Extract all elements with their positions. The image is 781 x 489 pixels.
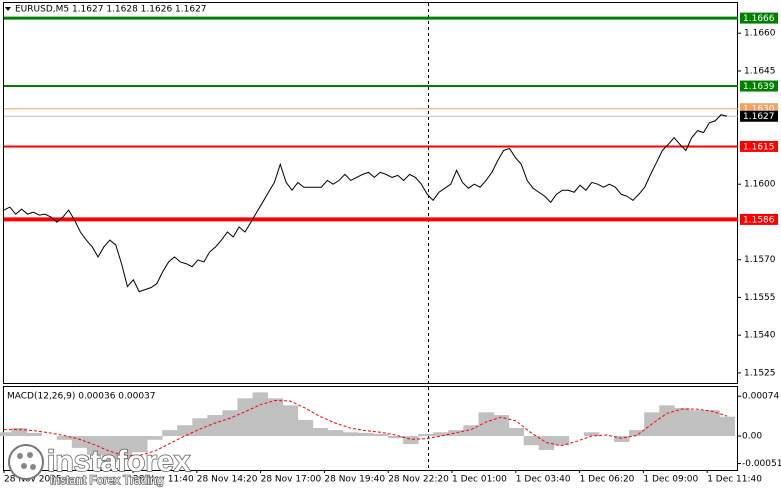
logo-dot — [17, 453, 23, 459]
logo-name: instaforex — [47, 445, 191, 478]
macd-bar — [207, 415, 223, 437]
macd-bar — [297, 419, 314, 437]
macd-bar — [388, 436, 404, 439]
level-label: 1.1639 — [743, 82, 775, 92]
macd-bar — [267, 398, 284, 437]
y2-tick-label: 0.00 — [742, 432, 762, 442]
level-label: 1.1615 — [743, 142, 775, 152]
level-label: 1.1627 — [743, 112, 775, 122]
x-tick-label: 1 Dec 09:00 — [643, 475, 698, 485]
macd-bar — [373, 433, 389, 437]
macd-bar — [282, 405, 299, 437]
macd-bar — [403, 436, 419, 445]
macd-bar — [448, 430, 464, 437]
macd-bar — [433, 432, 449, 437]
macd-bar — [312, 427, 329, 437]
y-tick-label: 1.1555 — [744, 293, 776, 303]
macd-bar — [132, 436, 148, 453]
x-tick-label: 28 Nov 22:20 — [388, 475, 449, 485]
level-label-box — [740, 103, 778, 115]
macd-bar — [357, 432, 374, 437]
x-tick-label: 28 Nov 17:00 — [261, 475, 322, 485]
x-tick-label: 1 Dec 01:00 — [452, 475, 507, 485]
macd-bar — [674, 408, 690, 437]
macd-bar — [553, 436, 570, 446]
macd-bar — [418, 433, 434, 437]
x-tick-label: 1 Dec 06:20 — [580, 475, 635, 485]
logo-dot — [27, 452, 33, 458]
macd-title: MACD(12,26,9) 0.00036 0.00037 — [7, 392, 156, 402]
y-tick-label: 1.1645 — [744, 66, 776, 76]
y-tick-label: 1.1525 — [744, 368, 776, 378]
y2-tick-label: -0.00051 — [742, 459, 781, 469]
macd-bar — [523, 436, 540, 446]
x-tick-label: 1 Dec 03:40 — [516, 475, 571, 485]
logo-icon — [8, 444, 44, 480]
macd-bar — [147, 436, 163, 440]
macd-bar — [0, 432, 12, 437]
macd-bar — [508, 427, 525, 437]
x-tick-label: 28 Nov 11:40 — [133, 475, 194, 485]
level-label: 1.1666 — [743, 14, 775, 24]
logo-slogan: Instant Forex Trading — [50, 473, 163, 487]
macd-bar — [478, 412, 494, 437]
macd-bar — [493, 415, 509, 437]
macd-bar — [222, 410, 238, 437]
watermark: instaforex Instant Forex Trading — [8, 444, 191, 488]
macd-bar — [659, 405, 675, 437]
price-line — [3, 114, 728, 293]
level-label-box — [740, 140, 778, 152]
level-label-box — [740, 110, 778, 122]
macd-bar — [192, 418, 208, 437]
main-layer — [3, 16, 738, 293]
logo-dot — [21, 463, 27, 469]
macd-layer — [0, 392, 735, 462]
macd-bar — [719, 416, 735, 437]
macd-bar — [11, 427, 27, 437]
main-panel-frame — [3, 2, 738, 384]
logo-dot — [30, 464, 36, 470]
macd-bar — [252, 392, 268, 437]
macd-bar — [71, 436, 88, 448]
macd-bar — [101, 436, 118, 462]
macd-bar — [162, 430, 178, 437]
x-tick-label: 28 Nov 14:20 — [197, 475, 258, 485]
macd-bar — [26, 432, 43, 437]
level-label: 1.1630 — [743, 105, 775, 115]
macd-bar — [86, 436, 103, 455]
macd-bar — [463, 425, 479, 437]
y-tick-label: 1.1570 — [744, 255, 776, 265]
macd-bar — [327, 430, 344, 437]
macd-bar — [583, 432, 600, 437]
axis-layer: 1.1660 1.1645 1.1600 1.1570 1.1555 1.1540 1.15… — [3, 12, 781, 485]
y-tick-label: 1.1540 — [744, 331, 776, 341]
x-tick-label: 28 Nov 19:40 — [324, 475, 385, 485]
signal-line — [4, 399, 728, 456]
y-tick-label: 1.1600 — [744, 180, 776, 190]
macd-bar — [689, 410, 705, 437]
macd-bar — [614, 436, 630, 442]
macd-panel-frame — [3, 386, 738, 471]
macd-bar — [177, 425, 193, 437]
level-label-box — [740, 213, 778, 225]
level-label-box — [740, 12, 778, 24]
level-label-box — [740, 80, 778, 92]
level-label: 1.1586 — [743, 215, 775, 225]
title-arrow — [5, 7, 11, 11]
macd-bar — [342, 432, 359, 437]
macd-bar — [56, 436, 73, 440]
x-tick-label: 28 Nov 2025 — [4, 475, 62, 485]
chart-title: EURUSD,M5 1.1627 1.1628 1.1626 1.1627 — [15, 5, 207, 15]
macd-bar — [704, 410, 720, 437]
macd-bar — [237, 398, 253, 437]
y-tick-label: 1.1660 — [744, 29, 776, 39]
y2-tick-label: 0.00074 — [742, 392, 779, 402]
macd-bar — [629, 430, 645, 437]
x-tick-label: 1 Dec 11:40 — [707, 475, 762, 485]
macd-bar — [116, 436, 133, 460]
